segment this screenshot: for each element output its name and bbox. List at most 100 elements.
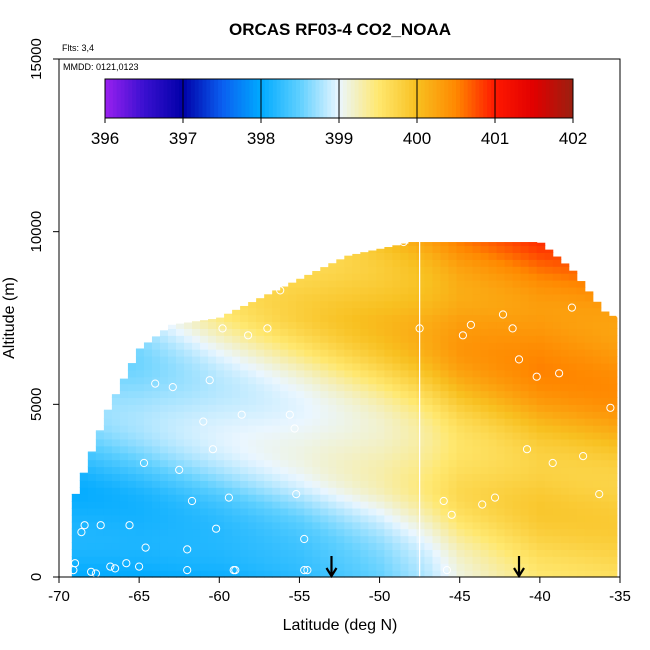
heatmap-cell (360, 252, 369, 253)
heatmap-cell (103, 563, 113, 571)
heatmap-cell (392, 514, 401, 523)
heatmap-cell (488, 266, 498, 274)
heatmap-cell (408, 404, 418, 412)
heatmap-cell (71, 501, 81, 509)
heatmap-cell (176, 535, 185, 544)
heatmap-cell (560, 263, 570, 267)
heatmap-cell (608, 349, 618, 357)
heatmap-cell (536, 242, 546, 247)
heatmap-cell (424, 514, 434, 523)
heatmap-cell (576, 411, 586, 419)
heatmap-cell (159, 355, 169, 364)
heatmap-cell (600, 311, 610, 316)
heatmap-cell (552, 487, 562, 495)
heatmap-cell (376, 383, 385, 392)
heatmap-cell (392, 307, 401, 316)
heatmap-cell (448, 425, 458, 433)
heatmap-cell (424, 535, 434, 544)
heatmap-cell (416, 425, 426, 433)
heatmap-cell (488, 411, 498, 419)
heatmap-cell (240, 397, 249, 405)
heatmap-cell (456, 418, 466, 426)
heatmap-cell (344, 328, 353, 336)
heatmap-cell (127, 535, 137, 544)
sample-point (125, 521, 134, 530)
heatmap-cell (576, 390, 586, 399)
heatmap-cell (71, 542, 81, 550)
heatmap-cell (111, 418, 121, 426)
heatmap-cell (143, 418, 153, 426)
heatmap-cell (135, 418, 145, 426)
heatmap-cell (336, 494, 345, 502)
heatmap-cell (336, 342, 345, 350)
heatmap-cell (488, 570, 498, 578)
heatmap-cell (568, 286, 578, 295)
heatmap-cell (127, 452, 137, 461)
heatmap-cell (520, 342, 530, 350)
heatmap-cell (87, 466, 97, 474)
heatmap-cell (376, 411, 385, 419)
heatmap-cell (600, 570, 610, 578)
colorbar-segment (124, 79, 129, 118)
heatmap-cell (536, 425, 546, 433)
heatmap-cell (480, 507, 490, 516)
heatmap-cell (352, 535, 361, 544)
heatmap-cell (135, 383, 145, 392)
heatmap-cell (592, 549, 602, 557)
heatmap-cell (592, 301, 602, 309)
heatmap-cell (143, 563, 153, 571)
colorbar: 396 397 398 399 400 401 402 (91, 78, 587, 148)
colorbar-segment (545, 79, 551, 118)
heatmap-cell (87, 473, 97, 481)
heatmap-cell (408, 480, 418, 488)
heatmap-cell (200, 480, 209, 488)
heatmap-cell (384, 362, 393, 371)
heatmap-cell (280, 390, 289, 399)
colorbar-segment (225, 79, 231, 118)
heatmap-cell (512, 376, 522, 385)
heatmap-cell (536, 507, 546, 516)
heatmap-cell (464, 418, 474, 426)
heatmap-cell (464, 390, 474, 399)
heatmap-cell (216, 507, 225, 516)
heatmap-cell (264, 349, 273, 357)
heatmap-cell (176, 452, 185, 461)
heatmap-cell (552, 335, 562, 343)
heatmap-cell (584, 473, 594, 481)
heatmap-cell (408, 487, 418, 495)
heatmap-cell (504, 390, 514, 399)
heatmap-cell (568, 528, 578, 537)
heatmap-cell (71, 528, 81, 537)
heatmap-cell (360, 397, 369, 405)
heatmap-cell (208, 494, 217, 502)
heatmap-cell (200, 342, 209, 350)
heatmap-cell (424, 563, 434, 571)
heatmap-cell (143, 487, 153, 495)
heatmap-cell (360, 280, 369, 288)
heatmap-cell (584, 362, 594, 371)
heatmap-cell (320, 542, 329, 550)
heatmap-cell (488, 404, 498, 412)
heatmap-cell (488, 342, 498, 350)
colorbar-segment (120, 79, 125, 118)
heatmap-cell (416, 273, 426, 281)
heatmap-cell (280, 335, 289, 343)
heatmap-cell (496, 383, 506, 392)
heatmap-cell (568, 438, 578, 447)
heatmap-cell (600, 438, 610, 447)
sample-point (139, 458, 149, 468)
heatmap-cell (544, 259, 554, 267)
heatmap-cell (328, 376, 337, 385)
heatmap-cell (167, 438, 177, 447)
colorbar-segment (506, 79, 512, 118)
heatmap-cell (151, 369, 161, 378)
heatmap-cell (488, 514, 498, 523)
heatmap-cell (256, 404, 265, 412)
heatmap-cell (504, 473, 514, 481)
heatmap-cell (312, 355, 321, 364)
heatmap-cell (512, 328, 522, 336)
heatmap-cell (192, 431, 201, 440)
heatmap-cell (384, 466, 393, 474)
heatmap-cell (79, 487, 89, 495)
heatmap-cell (488, 242, 498, 247)
